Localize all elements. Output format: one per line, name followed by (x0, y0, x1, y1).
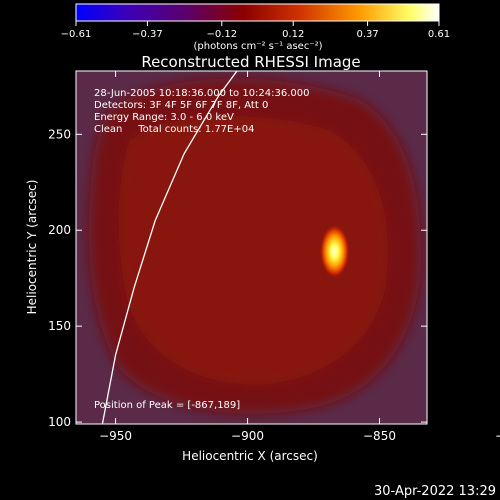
colorbar: −0.61 −0.37 −0.12 0.12 0.37 0.61 (photons cm⁻… (61, 3, 450, 52)
colorbar-tick-label: −0.61 (61, 29, 92, 40)
plot-area: −950 −900 −850 −800 100 150 200 250 28-Jun-200… (48, 70, 500, 443)
x-tick-label: −950 (99, 429, 132, 443)
chart-title: Reconstructed RHESSI Image (141, 53, 360, 71)
x-tick-label: −800 (495, 429, 500, 443)
colorbar-tick-label: −0.12 (206, 29, 237, 40)
colorbar-tick-label: 0.61 (428, 29, 450, 40)
y-tick-label: 200 (48, 223, 71, 237)
annotation-time-range: 28-Jun-2005 10:18:36.000 to 10:24:36.000 (94, 88, 310, 99)
annotation-detectors: Detectors: 3F 4F 5F 6F 7F 8F, Att 0 (94, 100, 268, 111)
colorbar-bar (75, 3, 440, 22)
emission-region (88, 78, 421, 414)
annotation-peak-position: Position of Peak = [-867,189] (94, 400, 240, 411)
solar-limb-line (101, 71, 238, 424)
plot-frame (75, 70, 428, 425)
y-tick-label: 250 (48, 127, 71, 141)
colorbar-unit-label: (photons cm⁻² s⁻¹ asec⁻²) (193, 41, 322, 52)
y-axis-label: Heliocentric Y (arcsec) (25, 180, 39, 315)
y-axis-ticks: 100 150 200 250 (48, 127, 427, 429)
x-axis-ticks: −950 −900 −850 −800 (99, 71, 500, 443)
y-tick-label: 150 (48, 319, 71, 333)
annotation-energy-range: Energy Range: 3.0 - 6.0 keV (94, 112, 234, 123)
colorbar-ticks: −0.61 −0.37 −0.12 0.12 0.37 0.61 (61, 21, 450, 40)
y-tick-label: 100 (48, 415, 71, 429)
footer-timestamp: 30-Apr-2022 13:29 (374, 484, 496, 499)
x-tick-label: −900 (231, 429, 264, 443)
colorbar-tick-label: −0.37 (132, 29, 163, 40)
x-tick-label: −850 (363, 429, 396, 443)
colorbar-tick-label: 0.37 (356, 29, 378, 40)
annotation-clean-counts: Clean Total counts: 1.77E+04 (94, 124, 254, 135)
source-core (118, 116, 388, 386)
colorbar-tick-label: 0.12 (282, 29, 304, 40)
peak-source (319, 224, 350, 279)
x-axis-label: Heliocentric X (arcsec) (182, 449, 318, 463)
